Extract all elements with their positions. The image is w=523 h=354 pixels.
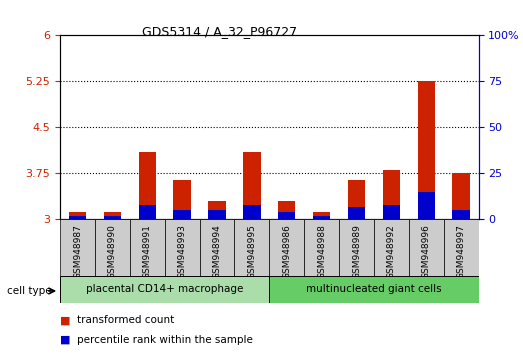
Bar xyxy=(208,201,226,219)
Bar xyxy=(165,219,200,276)
Bar xyxy=(243,205,260,219)
Bar xyxy=(278,212,295,219)
Bar xyxy=(409,219,444,276)
Bar xyxy=(417,192,435,219)
Text: placental CD14+ macrophage: placental CD14+ macrophage xyxy=(86,284,243,295)
Bar xyxy=(339,219,374,276)
Bar xyxy=(348,207,365,219)
Bar xyxy=(139,152,156,219)
Bar xyxy=(383,205,400,219)
Bar xyxy=(95,219,130,276)
Bar xyxy=(383,170,400,219)
Text: percentile rank within the sample: percentile rank within the sample xyxy=(77,335,253,345)
Bar xyxy=(278,201,295,219)
Bar xyxy=(374,219,409,276)
Bar xyxy=(69,211,86,219)
Bar xyxy=(174,179,191,219)
Bar xyxy=(452,210,470,219)
Text: GDS5314 / A_32_P96727: GDS5314 / A_32_P96727 xyxy=(142,25,297,38)
Bar xyxy=(200,219,234,276)
Bar xyxy=(139,205,156,219)
Bar xyxy=(269,219,304,276)
Text: GSM948988: GSM948988 xyxy=(317,224,326,279)
Text: GSM948992: GSM948992 xyxy=(387,224,396,279)
Text: transformed count: transformed count xyxy=(77,315,175,325)
Text: ■: ■ xyxy=(60,315,71,325)
Bar xyxy=(313,216,331,219)
Bar xyxy=(208,210,226,219)
Text: GSM948991: GSM948991 xyxy=(143,224,152,279)
Text: GSM948994: GSM948994 xyxy=(212,224,222,279)
Bar xyxy=(304,219,339,276)
Bar xyxy=(174,210,191,219)
Text: GSM948987: GSM948987 xyxy=(73,224,82,279)
Text: cell type: cell type xyxy=(7,286,51,296)
Text: ■: ■ xyxy=(60,335,71,345)
Bar xyxy=(69,216,86,219)
Bar xyxy=(104,212,121,219)
Text: GSM948986: GSM948986 xyxy=(282,224,291,279)
Bar xyxy=(130,219,165,276)
Text: GSM948990: GSM948990 xyxy=(108,224,117,279)
Bar xyxy=(348,179,365,219)
Bar xyxy=(234,219,269,276)
Bar xyxy=(243,152,260,219)
Bar xyxy=(313,212,331,219)
Bar xyxy=(444,219,479,276)
Bar xyxy=(104,216,121,219)
Text: GSM948995: GSM948995 xyxy=(247,224,256,279)
Bar xyxy=(60,276,269,303)
Bar xyxy=(269,276,479,303)
Bar xyxy=(417,81,435,219)
Text: multinucleated giant cells: multinucleated giant cells xyxy=(306,284,442,295)
Text: GSM948993: GSM948993 xyxy=(178,224,187,279)
Bar xyxy=(60,219,95,276)
Text: GSM948989: GSM948989 xyxy=(352,224,361,279)
Text: GSM948996: GSM948996 xyxy=(422,224,431,279)
Bar xyxy=(452,173,470,219)
Text: GSM948997: GSM948997 xyxy=(457,224,465,279)
